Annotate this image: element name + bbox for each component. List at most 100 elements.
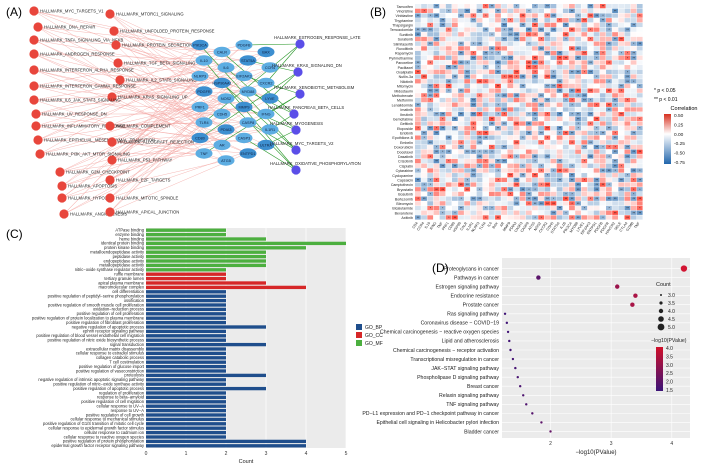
heatmap-row-label: Nutlin-3a (399, 75, 413, 79)
heatmap-row-label: Capsaicin (397, 178, 413, 182)
heatmap-cell (507, 121, 514, 126)
gene-label: AR (219, 144, 225, 148)
heatmap-cell (427, 55, 434, 60)
heatmap-cell (636, 215, 643, 220)
heatmap-row-label: Silmitasertib (393, 42, 413, 46)
heatmap-cell (612, 168, 618, 173)
gene-label: HSP90AA1 (212, 82, 231, 86)
heatmap-cell (488, 149, 495, 154)
heatmap-cell (636, 201, 643, 206)
heatmap-cell (562, 121, 569, 126)
heatmap-cell (445, 41, 452, 46)
heatmap-cell (618, 144, 625, 150)
heatmap-cell (421, 8, 427, 13)
heatmap-cell (421, 83, 427, 89)
significance-mark: ** (559, 127, 562, 131)
heatmap-row-label: Mitomycin (397, 85, 413, 89)
heatmap-cell (501, 154, 508, 159)
heatmap-cell (550, 50, 557, 56)
heatmap-cell (569, 79, 575, 84)
gene-node (195, 86, 213, 97)
heatmap-cell (519, 144, 526, 150)
heatmap-cell (618, 88, 625, 93)
heatmap-cell (464, 135, 471, 140)
pathway-dot (509, 348, 512, 352)
go-bar (146, 360, 226, 364)
heatmap-cell (569, 102, 575, 107)
heatmap-cell (636, 126, 643, 131)
heatmap-cell (612, 149, 618, 154)
significance-mark: ** (472, 113, 475, 117)
heatmap-cell (544, 60, 551, 65)
heatmap-cell (624, 215, 631, 220)
heatmap-cell (624, 187, 631, 192)
network-edge-red (59, 67, 271, 173)
heatmap-cell (587, 144, 594, 150)
heatmap-cell (513, 4, 520, 9)
heatmap-cell (556, 196, 563, 201)
heatmap-cell (587, 97, 594, 103)
heatmap-row-label: Rapamycin (395, 52, 413, 56)
heatmap-cell (421, 144, 427, 150)
heatmap-cell (519, 215, 526, 220)
heatmap-cell (433, 36, 440, 42)
heatmap-cell (532, 182, 538, 187)
heatmap-cell (451, 191, 458, 197)
significance-mark: ** (466, 9, 469, 13)
heatmap-cell (532, 27, 538, 32)
heatmap-cell (507, 196, 514, 201)
heatmap-cell (569, 173, 575, 178)
heatmap-cell (501, 50, 508, 56)
heatmap-cell (519, 69, 526, 75)
go-term-label: cell differentiation (112, 289, 145, 294)
heatmap-cell (581, 191, 588, 197)
pathway-label: Pathways in cancer (454, 275, 499, 281)
heatmap-cell (550, 32, 557, 37)
heatmap-cell (587, 18, 594, 23)
heatmap-cell (488, 107, 495, 112)
heatmap-cell (593, 4, 600, 9)
heatmap-cell (427, 177, 434, 183)
heatmap-cell (501, 83, 508, 89)
go-bar (146, 307, 226, 312)
significance-mark: ** (602, 183, 605, 187)
significance-mark: * (565, 38, 567, 42)
x-tick-label: 2 (549, 441, 552, 447)
heatmap-cell (482, 215, 489, 220)
heatmap-cell (636, 173, 643, 178)
heatmap-cell (581, 168, 588, 173)
heatmap-cell (593, 149, 600, 154)
heatmap-cell (439, 196, 446, 201)
pathway-dot (506, 330, 510, 334)
heatmap-cell (464, 205, 471, 211)
pathway-label: HALLMARK_G2M_CHECKPOINT (66, 170, 130, 175)
go-term-label: positive regulation of protein phosphory… (63, 439, 145, 444)
heatmap-cell (495, 154, 501, 159)
heatmap-cell (612, 32, 618, 37)
heatmap-cell (433, 74, 440, 79)
heatmap-cell (618, 4, 625, 9)
heatmap-cell (470, 79, 477, 84)
significance-mark: ** (503, 38, 506, 42)
significance-mark: ** (472, 169, 475, 173)
heatmap-cell (421, 158, 427, 164)
significance-mark: ** (417, 70, 420, 74)
heatmap-cell (439, 27, 446, 32)
gene-node (191, 39, 209, 51)
network-edge-red (33, 69, 223, 84)
heatmap-row-label: Erlotinib (400, 132, 413, 136)
heatmap-cell (538, 177, 545, 183)
heatmap-cell (550, 8, 557, 13)
heatmap-cell (550, 88, 557, 93)
heatmap-cell (495, 121, 501, 126)
heatmap-cell (427, 112, 434, 117)
network-edge-red (33, 85, 267, 115)
heatmap-cell (538, 112, 545, 117)
significance-mark: * (639, 84, 641, 88)
significance-mark: ** (596, 52, 599, 56)
heatmap-cell (519, 4, 526, 9)
heatmap-cell (525, 107, 532, 112)
heatmap-cell (532, 201, 538, 206)
heatmap-cell (476, 88, 483, 93)
heatmap-cell (612, 201, 618, 206)
